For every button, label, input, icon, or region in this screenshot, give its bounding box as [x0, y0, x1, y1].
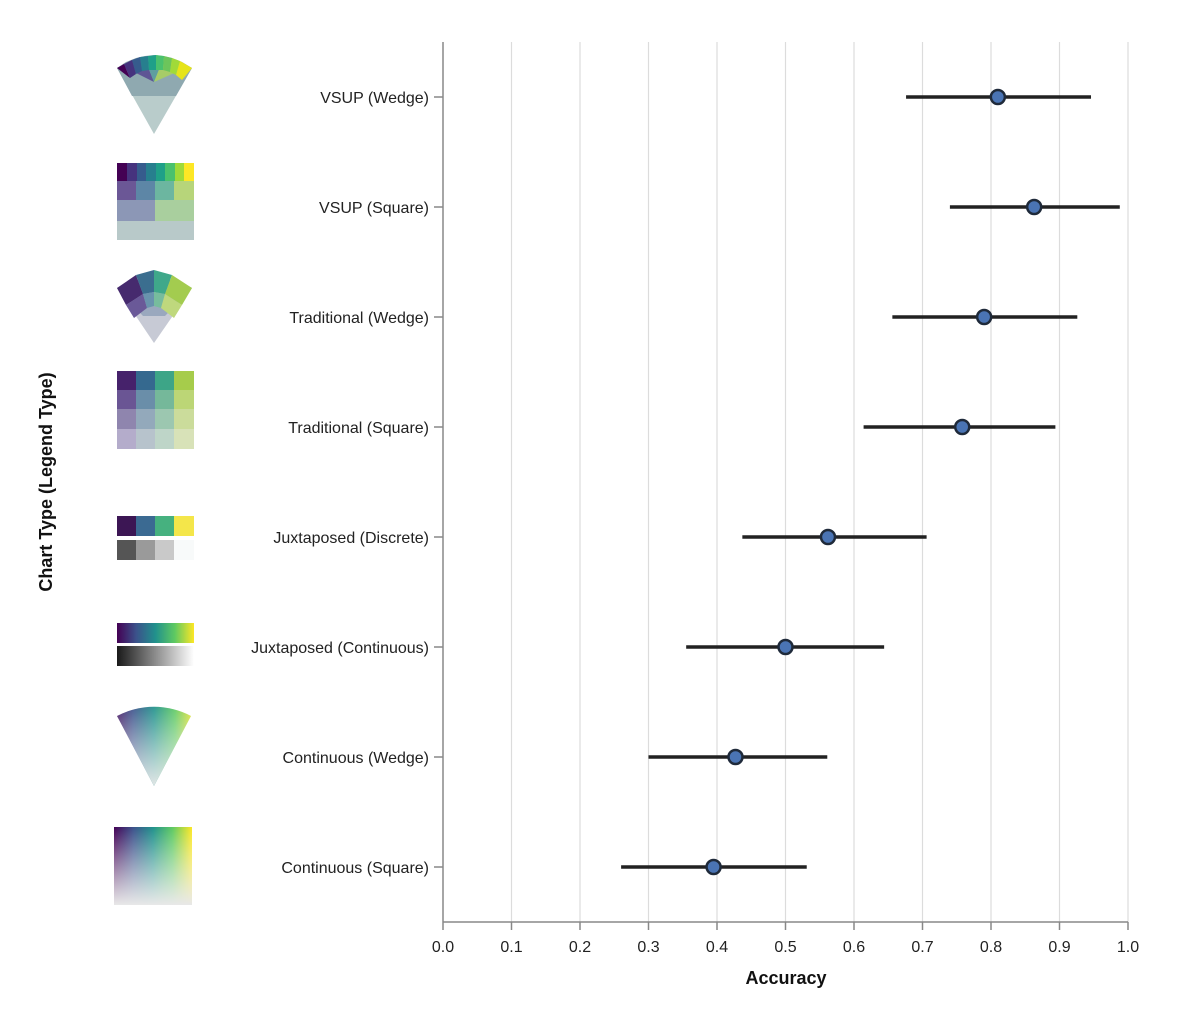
category-labels: VSUP (Wedge) VSUP (Square) Traditional (We…	[251, 90, 429, 877]
accuracy-point	[1025, 198, 1043, 216]
category-label: Traditional (Wedge)	[289, 310, 429, 327]
x-tick-label: 0.6	[843, 939, 865, 956]
traditional-square-legend-icon	[117, 371, 194, 449]
accuracy-point	[819, 528, 837, 546]
juxtaposed-continuous-legend-icon	[117, 623, 194, 666]
x-tick-label: 0.9	[1048, 939, 1070, 956]
continuous-square-legend-icon	[114, 827, 192, 905]
category-label: VSUP (Wedge)	[320, 90, 429, 107]
vsup-wedge-legend-icon	[117, 55, 192, 134]
x-axis: 0.0 0.1 0.2 0.3 0.4 0.5 0.6 0.7 0.8 0.9 1.0	[432, 42, 1139, 956]
continuous-wedge-legend-icon	[117, 706, 191, 786]
category-label: Juxtaposed (Continuous)	[251, 640, 429, 657]
x-tick-label: 0.4	[706, 939, 728, 956]
accuracy-point	[777, 638, 794, 656]
x-tick-label: 0.2	[569, 939, 591, 956]
x-tick-label: 0.1	[500, 939, 522, 956]
x-tick-label: 0.0	[432, 939, 454, 956]
category-label: VSUP (Square)	[319, 200, 429, 217]
legend-icons	[114, 55, 194, 905]
accuracy-point	[989, 88, 1007, 106]
vsup-square-legend-icon	[117, 163, 194, 240]
x-tick-label: 1.0	[1117, 939, 1139, 956]
category-label: Traditional (Square)	[288, 420, 429, 437]
accuracy-point	[953, 418, 971, 436]
category-label: Juxtaposed (Discrete)	[273, 530, 429, 547]
traditional-wedge-legend-icon	[117, 270, 192, 343]
juxtaposed-discrete-legend-icon	[117, 516, 194, 560]
gridlines	[510, 42, 1129, 922]
category-label: Continuous (Wedge)	[283, 750, 429, 767]
accuracy-point	[975, 308, 993, 326]
x-tick-label: 0.8	[980, 939, 1002, 956]
x-tick-label: 0.7	[911, 939, 933, 956]
category-label: Continuous (Square)	[281, 860, 429, 877]
x-axis-title: Accuracy	[745, 968, 826, 988]
accuracy-point	[727, 748, 744, 766]
accuracy-point	[705, 858, 722, 876]
data-marks	[621, 88, 1120, 876]
x-tick-label: 0.3	[637, 939, 659, 956]
y-axis-title: Chart Type (Legend Type)	[36, 372, 56, 591]
x-tick-label: 0.5	[774, 939, 796, 956]
